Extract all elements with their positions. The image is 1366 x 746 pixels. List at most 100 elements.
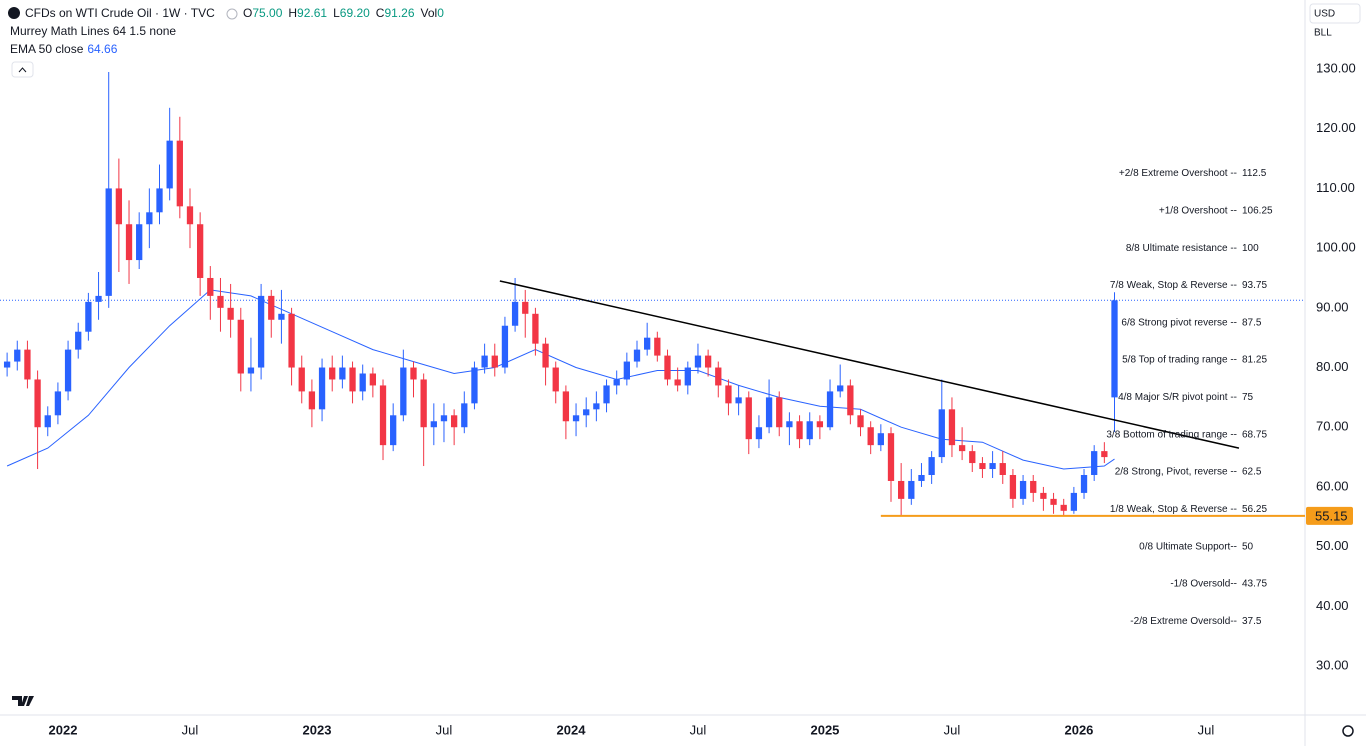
- candle-body: [796, 421, 803, 440]
- candle-body: [359, 373, 366, 392]
- legend-key: Vol: [421, 6, 438, 20]
- murrey-label: 6/8 Strong pivot reverse --: [1121, 317, 1237, 328]
- murrey-value: 75: [1242, 392, 1254, 403]
- candle-body: [339, 367, 346, 380]
- candle-body: [948, 409, 956, 446]
- x-tick-label: Jul: [944, 722, 961, 737]
- legend-key: H: [288, 6, 297, 20]
- candle-body: [24, 349, 31, 380]
- ema-name: EMA 50 close: [10, 42, 84, 56]
- trendline: [499, 280, 1240, 449]
- murrey-value: 106.25: [1242, 205, 1273, 216]
- candle-body: [938, 409, 945, 458]
- legend-value: 91.26: [384, 6, 414, 20]
- murrey-value: 43.75: [1242, 579, 1267, 590]
- candle-body: [1111, 300, 1118, 398]
- candle-body: [64, 349, 72, 392]
- murrey-value: 37.5: [1242, 616, 1262, 627]
- symbol-icon: [8, 7, 20, 19]
- murrey-label: 1/8 Weak, Stop & Reverse --: [1110, 504, 1237, 515]
- x-tick-label: 2025: [810, 722, 839, 737]
- y-tick-label: 40.00: [1316, 598, 1349, 613]
- candle-body: [14, 349, 21, 362]
- murrey-label: 3/8 Bottom of trading range --: [1106, 429, 1237, 440]
- murrey-label: 7/8 Weak, Stop & Reverse --: [1110, 280, 1237, 291]
- murrey-value: 50: [1242, 541, 1254, 552]
- candle-body: [34, 379, 41, 428]
- currency: USD: [1314, 9, 1335, 20]
- price-box: [1306, 506, 1353, 525]
- candle-body: [390, 415, 397, 446]
- candle-body: [908, 480, 915, 499]
- unit: BLL: [1314, 28, 1332, 39]
- candle-body: [369, 373, 377, 386]
- x-tick-label: Jul: [690, 722, 707, 737]
- candle-body: [745, 397, 752, 440]
- candle-body: [725, 385, 732, 404]
- ema-value: 64.66: [87, 42, 117, 56]
- chart-title: CFDs on WTI Crude Oil · 1W · TVC: [25, 6, 215, 20]
- murrey-label: 8/8 Ultimate resistance --: [1126, 243, 1237, 254]
- candle-body: [623, 361, 630, 380]
- murrey-value: 93.75: [1242, 280, 1267, 291]
- x-tick-label: Jul: [1198, 722, 1215, 737]
- murrey-label: 2/8 Strong, Pivot, reverse --: [1115, 467, 1237, 478]
- candle-body: [1019, 480, 1027, 499]
- candle-body: [989, 463, 996, 470]
- candle-body: [898, 480, 905, 499]
- candle-body: [979, 463, 986, 470]
- candle-body: [786, 421, 793, 428]
- candle-body: [410, 367, 417, 380]
- ema-legend: EMA 50 close 64.66: [10, 42, 118, 56]
- x-tick-label: Jul: [436, 722, 453, 737]
- collapse-icon: [18, 67, 27, 73]
- candle-body: [430, 421, 437, 428]
- murrey-label: -1/8 Oversold--: [1170, 579, 1237, 590]
- candle-body: [684, 367, 691, 386]
- candle-body: [958, 445, 966, 452]
- candle-body: [644, 337, 651, 350]
- candle-body: [664, 355, 671, 380]
- candle-body: [176, 140, 183, 207]
- murrey-value: 81.25: [1242, 355, 1267, 366]
- settings-button[interactable]: [1342, 725, 1354, 737]
- y-tick-label: 80.00: [1316, 359, 1349, 374]
- candle-body: [268, 295, 275, 320]
- candle-body: [837, 385, 844, 392]
- candle-body: [613, 379, 620, 386]
- candle-body: [765, 397, 773, 428]
- currency-button[interactable]: [1309, 3, 1361, 24]
- candle-body: [511, 301, 519, 326]
- murrey-label: 4/8 Major S/R pivot point --: [1118, 392, 1237, 403]
- candle-body: [196, 224, 204, 278]
- candle-body: [1091, 451, 1098, 475]
- candle-body: [166, 140, 173, 189]
- candle-body: [552, 367, 559, 392]
- y-tick-label: 110.00: [1316, 180, 1355, 195]
- ema-line: [6, 289, 1115, 470]
- murrey-label: +1/8 Overshoot --: [1159, 205, 1237, 216]
- candle-body: [562, 391, 570, 422]
- candle-body: [329, 367, 336, 380]
- murrey-label: 5/8 Top of trading range --: [1122, 355, 1237, 366]
- legend-key: C: [376, 6, 385, 20]
- x-tick-label: 2022: [49, 722, 78, 737]
- candle-body: [156, 188, 163, 213]
- candle-body: [207, 277, 214, 296]
- candle-body: [3, 361, 11, 368]
- candle-body: [308, 391, 316, 410]
- candle-body: [1009, 474, 1017, 499]
- legend-value: 69.20: [340, 6, 370, 20]
- candle-body: [440, 415, 448, 422]
- candle-body: [633, 349, 641, 362]
- candle-body: [1070, 492, 1078, 511]
- candle-body: [532, 313, 539, 344]
- murrey-value: 62.5: [1242, 467, 1262, 478]
- collapse-button[interactable]: [11, 61, 34, 78]
- candle-body: [420, 379, 427, 428]
- candle-body: [694, 355, 702, 368]
- candle-body: [257, 295, 265, 368]
- candle-body: [969, 451, 976, 464]
- candle-body: [136, 224, 143, 261]
